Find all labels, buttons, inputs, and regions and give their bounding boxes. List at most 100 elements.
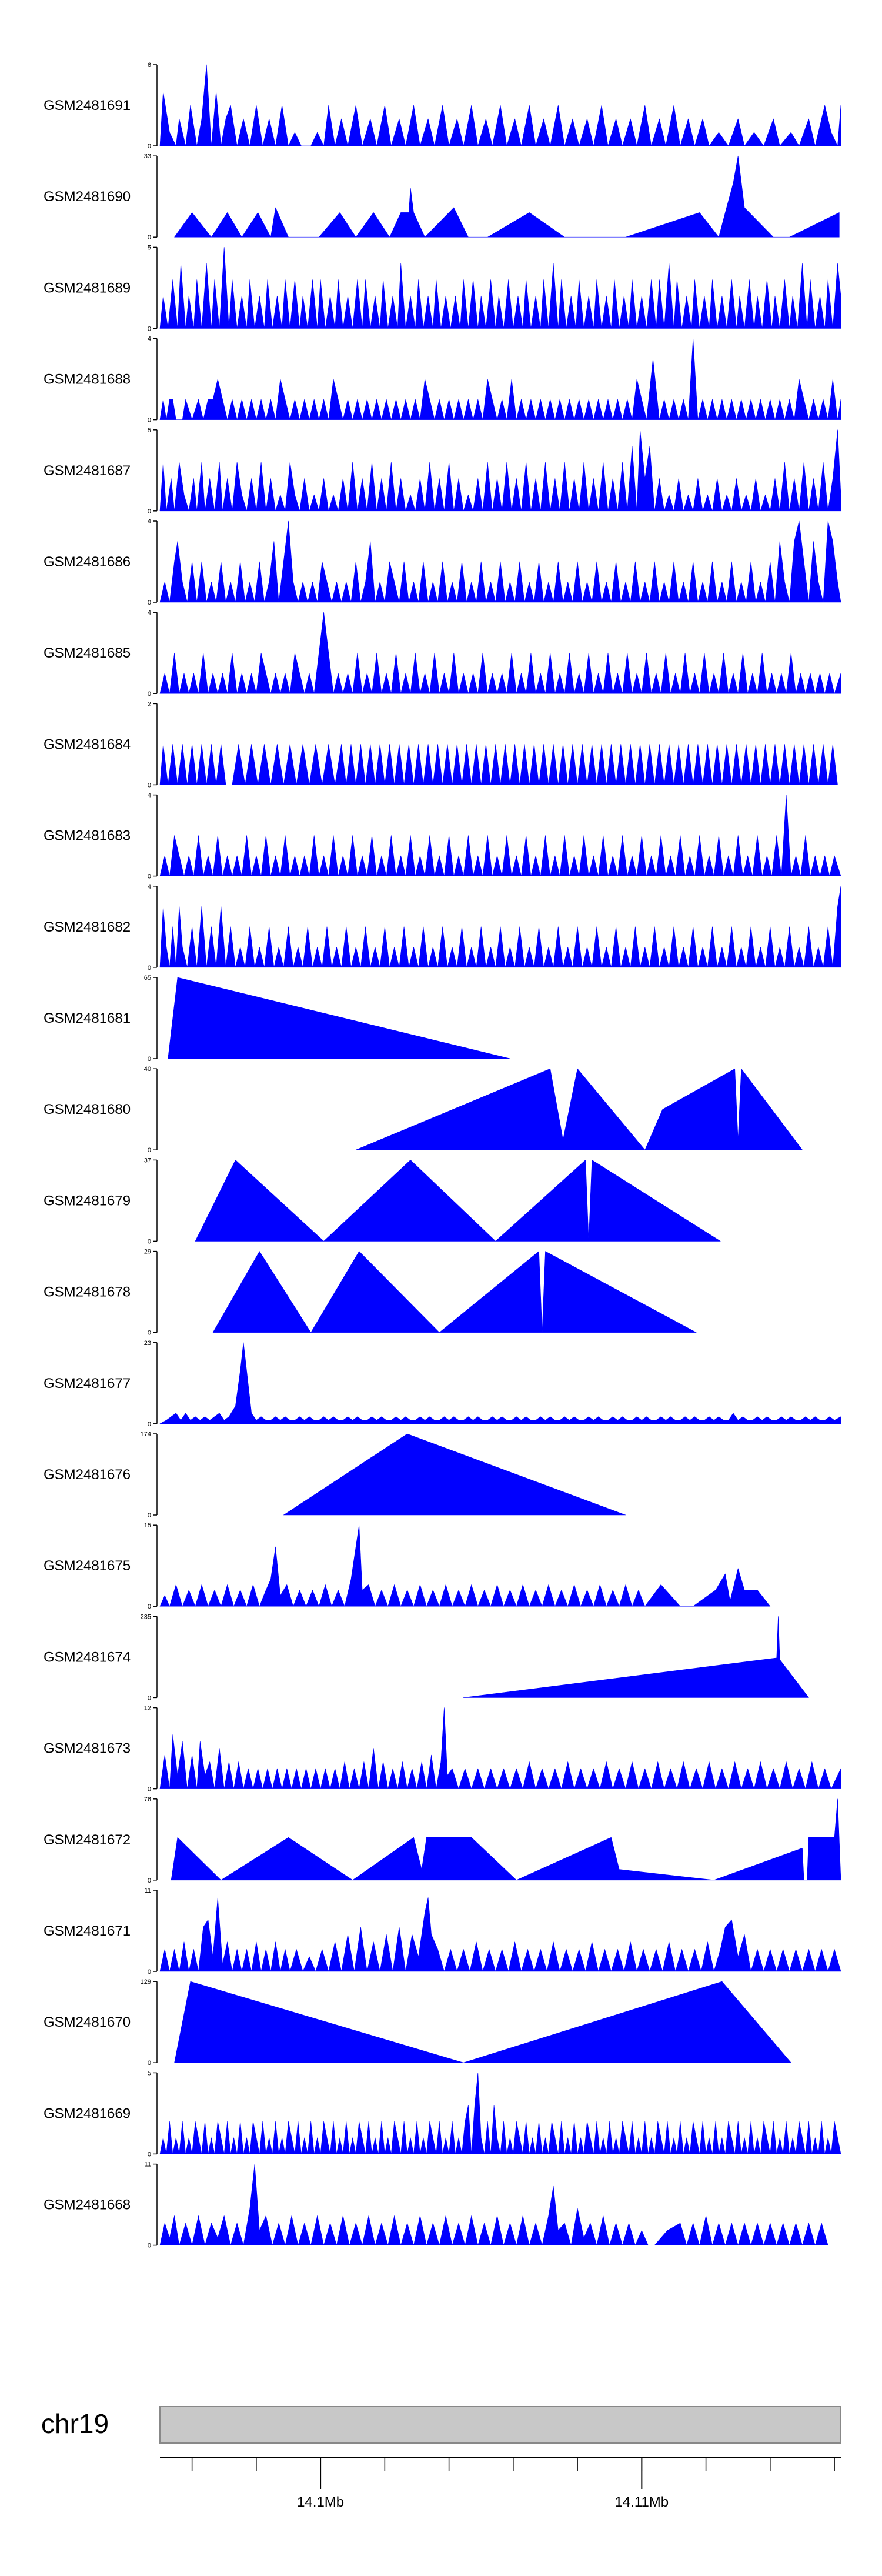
track-label: GSM2481683 bbox=[44, 828, 131, 844]
track-ymax-label: 29 bbox=[144, 1249, 151, 1256]
track-ymin-label: 0 bbox=[148, 1330, 151, 1337]
track-signal-area bbox=[159, 429, 841, 512]
chromosome-axis: chr19 14.1Mb 14.11Mb bbox=[41, 2406, 841, 2510]
track-GSM2481688: GSM2481688 4 0 bbox=[44, 336, 841, 424]
track-signal-area bbox=[159, 612, 841, 694]
track-signal-area bbox=[355, 1068, 803, 1150]
track-GSM2481681: GSM2481681 65 0 bbox=[44, 975, 510, 1063]
track-signal-area bbox=[159, 886, 841, 968]
track-label: GSM2481671 bbox=[44, 1923, 131, 1939]
track-ymax-label: 4 bbox=[148, 792, 151, 799]
track-GSM2481683: GSM2481683 4 0 bbox=[44, 792, 841, 880]
track-signal-area bbox=[159, 1524, 771, 1607]
track-ymax-label: 12 bbox=[144, 1705, 151, 1712]
track-label: GSM2481677 bbox=[44, 1376, 131, 1392]
track-ymax-label: 6 bbox=[148, 62, 151, 69]
track-GSM2481678: GSM2481678 29 0 bbox=[44, 1249, 697, 1337]
track-GSM2481676: GSM2481676 174 0 bbox=[44, 1431, 626, 1519]
track-ymin-label: 0 bbox=[148, 1512, 151, 1519]
track-label: GSM2481672 bbox=[44, 1832, 131, 1848]
track-signal-area bbox=[171, 1798, 841, 1881]
track-ymin-label: 0 bbox=[148, 690, 151, 698]
track-label: GSM2481681 bbox=[44, 1010, 131, 1026]
track-signal-area bbox=[159, 1342, 841, 1424]
axis-coordinate-label: 14.1Mb bbox=[297, 2494, 344, 2510]
genome-axis-ticks: 14.1Mb 14.11Mb bbox=[191, 2457, 835, 2510]
track-ymax-label: 2 bbox=[148, 700, 151, 708]
track-GSM2481679: GSM2481679 37 0 bbox=[44, 1157, 721, 1245]
track-signal-area bbox=[283, 1433, 626, 1516]
track-GSM2481674: GSM2481674 235 0 bbox=[44, 1613, 809, 1701]
track-GSM2481687: GSM2481687 5 0 bbox=[44, 427, 841, 515]
track-ymax-label: 65 bbox=[144, 975, 151, 982]
track-GSM2481673: GSM2481673 12 0 bbox=[44, 1705, 841, 1793]
track-ymax-label: 23 bbox=[144, 1340, 151, 1347]
track-ymin-label: 0 bbox=[148, 599, 151, 606]
track-label: GSM2481678 bbox=[44, 1284, 131, 1300]
track-ymin-label: 0 bbox=[148, 1421, 151, 1428]
track-label: GSM2481687 bbox=[44, 463, 131, 479]
track-ymin-label: 0 bbox=[148, 325, 151, 332]
track-label: GSM2481686 bbox=[44, 554, 131, 570]
track-GSM2481668: GSM2481668 11 0 bbox=[44, 2161, 828, 2250]
track-signal-area bbox=[159, 1897, 841, 1972]
track-signal-area bbox=[195, 1160, 721, 1242]
track-signal-area bbox=[159, 520, 841, 603]
track-GSM2481684: GSM2481684 2 0 bbox=[44, 700, 838, 789]
track-ymax-label: 15 bbox=[144, 1522, 151, 1529]
track-label: GSM2481673 bbox=[44, 1741, 131, 1757]
track-ymin-label: 0 bbox=[148, 2060, 151, 2067]
track-ymax-label: 33 bbox=[144, 153, 151, 160]
track-ymax-label: 11 bbox=[145, 2161, 151, 2168]
track-label: GSM2481670 bbox=[44, 2014, 131, 2030]
track-ymin-label: 0 bbox=[148, 143, 151, 150]
track-ymax-label: 5 bbox=[148, 427, 151, 434]
track-GSM2481691: GSM2481691 6 0 bbox=[44, 62, 841, 150]
track-ymin-label: 0 bbox=[148, 1056, 151, 1063]
track-label: GSM2481685 bbox=[44, 645, 131, 661]
track-ymax-label: 76 bbox=[144, 1796, 151, 1803]
track-ymax-label: 4 bbox=[148, 518, 151, 525]
track-ymin-label: 0 bbox=[148, 1877, 151, 1884]
track-ymax-label: 11 bbox=[145, 1887, 151, 1894]
track-label: GSM2481676 bbox=[44, 1467, 131, 1483]
track-label: GSM2481675 bbox=[44, 1558, 131, 1574]
track-signal-area bbox=[174, 155, 840, 238]
track-ymax-label: 40 bbox=[144, 1066, 151, 1073]
track-GSM2481675: GSM2481675 15 0 bbox=[44, 1522, 771, 1610]
track-signal-area bbox=[159, 2073, 841, 2154]
track-GSM2481690: GSM2481690 33 0 bbox=[44, 153, 840, 241]
track-label: GSM2481674 bbox=[44, 1649, 131, 1665]
track-label: GSM2481684 bbox=[44, 736, 131, 752]
track-ymin-label: 0 bbox=[148, 1147, 151, 1154]
track-signal-area bbox=[159, 744, 838, 785]
track-GSM2481670: GSM2481670 129 0 bbox=[44, 1978, 791, 2067]
data-tracks: GSM248169160GSM2481690330GSM248168950GSM… bbox=[44, 62, 841, 2250]
track-GSM2481686: GSM2481686 4 0 bbox=[44, 518, 841, 606]
track-ymax-label: 174 bbox=[141, 1431, 151, 1438]
track-GSM2481685: GSM2481685 4 0 bbox=[44, 609, 841, 698]
track-ymin-label: 0 bbox=[148, 2243, 151, 2250]
track-label: GSM2481691 bbox=[44, 98, 131, 114]
track-GSM2481682: GSM2481682 4 0 bbox=[44, 883, 841, 972]
track-GSM2481689: GSM2481689 5 0 bbox=[44, 244, 841, 332]
track-ymax-label: 235 bbox=[141, 1613, 151, 1620]
track-GSM2481677: GSM2481677 23 0 bbox=[44, 1340, 841, 1428]
track-signal-area bbox=[159, 795, 841, 876]
track-signal-area bbox=[212, 1251, 697, 1333]
track-signal-area bbox=[159, 247, 841, 329]
track-ymin-label: 0 bbox=[148, 2151, 151, 2158]
track-GSM2481680: GSM2481680 40 0 bbox=[44, 1066, 803, 1154]
track-ymax-label: 5 bbox=[148, 2070, 151, 2077]
track-signal-area bbox=[159, 338, 841, 420]
track-ymin-label: 0 bbox=[148, 873, 151, 880]
track-signal-area bbox=[159, 1707, 841, 1789]
track-GSM2481671: GSM2481671 11 0 bbox=[44, 1887, 841, 1976]
track-label: GSM2481679 bbox=[44, 1193, 131, 1209]
track-ymin-label: 0 bbox=[148, 417, 151, 424]
track-ymax-label: 4 bbox=[148, 609, 151, 616]
track-ymin-label: 0 bbox=[148, 1786, 151, 1793]
track-label: GSM2481680 bbox=[44, 1102, 131, 1117]
track-label: GSM2481689 bbox=[44, 280, 131, 296]
track-label: GSM2481690 bbox=[44, 189, 131, 205]
